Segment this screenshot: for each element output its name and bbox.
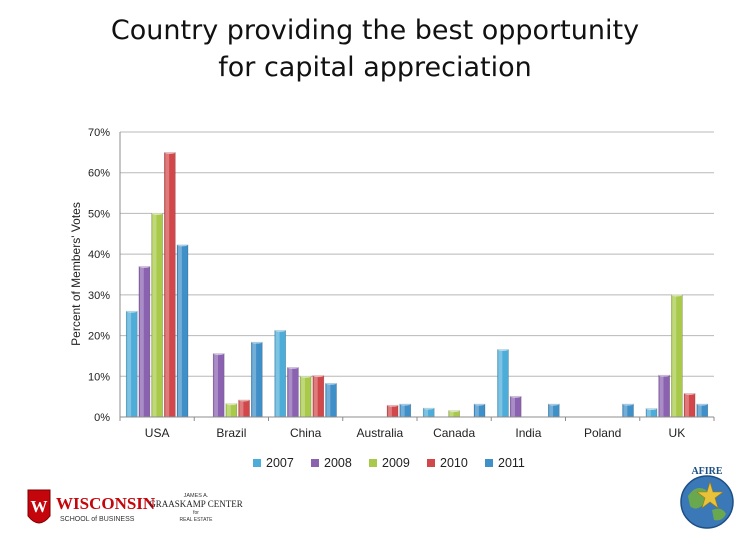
y-tick-label: 20%: [88, 331, 110, 343]
title-line-2: for capital appreciation: [218, 52, 532, 83]
x-tick-label: UK: [669, 426, 686, 440]
bar: [448, 408, 460, 418]
legend-item: 2011: [485, 456, 525, 470]
graaskamp-mid-text: GRAASKAMP CENTER: [149, 499, 242, 509]
y-axis-label: Percent of Members' Votes: [69, 202, 83, 346]
legend-label: 2009: [382, 456, 410, 470]
bar: [299, 374, 312, 418]
bar: [125, 309, 138, 418]
x-tick-label: Brazil: [216, 426, 246, 440]
wisconsin-crest-icon: W: [27, 489, 51, 524]
x-tick-label: Australia: [357, 426, 404, 440]
bar: [473, 402, 486, 418]
legend-label: 2008: [324, 456, 352, 470]
school-of-business-text: SCHOOL of BUSINESS: [60, 516, 135, 523]
legend-item: 2007: [253, 456, 294, 470]
x-tick-label: India: [515, 426, 541, 440]
bar: [164, 150, 176, 418]
wisconsin-wordmark: WISCONSIN: [56, 494, 156, 513]
afire-wordmark: AFIRE: [691, 466, 722, 477]
bar: [151, 211, 163, 418]
y-tick-label: 30%: [88, 290, 110, 302]
legend-item: 2009: [369, 456, 410, 470]
y-tick-label: 60%: [88, 168, 110, 180]
legend-swatch: [427, 459, 435, 467]
axes: [119, 132, 715, 421]
bar: [238, 398, 250, 418]
bar: [386, 403, 399, 418]
bar: [671, 293, 683, 418]
x-tick-labels: USA Brazil China Australia Canada India Poland…: [145, 426, 685, 440]
y-tick-label: 50%: [88, 208, 110, 220]
wisconsin-graaskamp-logos: W WISCONSIN SCHOOL of BUSINESS JAMES A. …: [27, 489, 243, 524]
bar: [658, 373, 670, 418]
bar: [696, 402, 709, 418]
y-tick-label: 70%: [88, 127, 110, 139]
graaskamp-bottom-text: REAL ESTATE: [180, 517, 214, 523]
legend-label: 2010: [440, 456, 468, 470]
bar: [225, 401, 238, 418]
y-tick-label: 10%: [88, 371, 110, 383]
legend-swatch: [485, 459, 493, 467]
legend-label: 2007: [266, 456, 294, 470]
x-tick-label: Canada: [433, 426, 475, 440]
gridlines: [120, 131, 714, 377]
svg-text:W: W: [31, 497, 48, 516]
bar: [176, 243, 189, 418]
bar: [547, 402, 560, 418]
bar: [622, 402, 634, 418]
graaskamp-top-text: JAMES A.: [184, 493, 209, 499]
afire-globe-logo: AFIRE: [680, 466, 734, 529]
legend-label: 2011: [498, 456, 525, 470]
bar: [212, 351, 225, 418]
x-tick-label: Poland: [584, 426, 621, 440]
x-tick-label: China: [290, 426, 322, 440]
bar: [312, 373, 325, 418]
bar: [250, 340, 263, 418]
bar: [287, 365, 299, 418]
legend-item: 2010: [427, 456, 468, 470]
bar: [683, 391, 696, 418]
bar: [509, 394, 522, 418]
chart-title: Country providing the best opportunity f…: [0, 12, 750, 86]
y-tick-labels: 0% 10% 20% 30% 40% 50% 60% 70%: [88, 127, 110, 424]
legend-item: 2008: [311, 456, 352, 470]
bar: [138, 264, 151, 418]
bar: [274, 328, 287, 418]
y-tick-label: 0%: [94, 412, 110, 424]
legend-swatch: [369, 459, 377, 467]
title-line-1: Country providing the best opportunity: [110, 15, 640, 46]
bar: [497, 347, 509, 418]
legend-swatch: [253, 459, 261, 467]
x-tick-label: USA: [145, 426, 170, 440]
bar: [325, 381, 337, 418]
legend: 2007 2008 2009 2010 2011: [253, 456, 525, 470]
bars: [125, 150, 709, 418]
legend-swatch: [311, 459, 319, 467]
bar: [399, 402, 412, 418]
graaskamp-for-text: for: [193, 510, 199, 516]
y-tick-label: 40%: [88, 249, 110, 261]
bar: [422, 406, 435, 418]
bar: [645, 406, 658, 418]
